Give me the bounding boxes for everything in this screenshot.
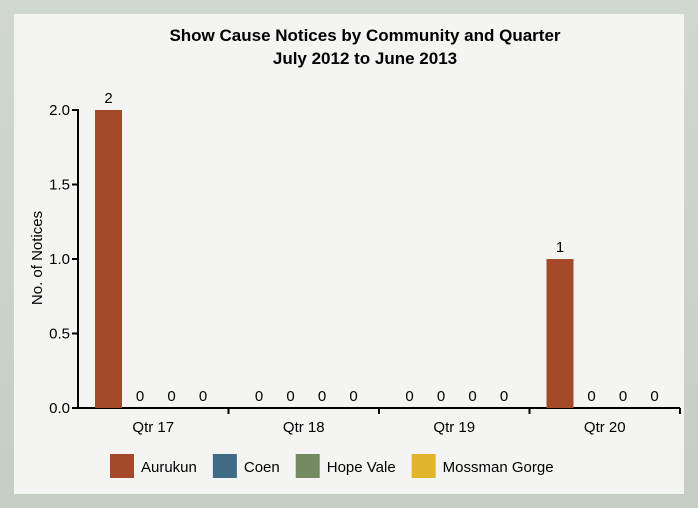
legend-swatch xyxy=(295,454,320,478)
data-label: 0 xyxy=(619,388,627,405)
legend-label: Coen xyxy=(244,459,280,476)
data-label: 0 xyxy=(587,388,595,405)
chart-title: Show Cause Notices by Community and Quar… xyxy=(169,26,560,45)
legend: Aurukun Coen Hope Vale Mossman Gorge xyxy=(110,454,554,478)
legend-swatch xyxy=(411,454,436,478)
data-label: 0 xyxy=(650,388,658,405)
legend-item: Hope Vale xyxy=(295,454,396,478)
data-label: 0 xyxy=(255,388,263,405)
legend-label: Mossman Gorge xyxy=(443,459,554,476)
data-label: 0 xyxy=(318,388,326,405)
chart-panel xyxy=(14,14,684,494)
data-label: 0 xyxy=(199,388,207,405)
data-label: 1 xyxy=(556,239,564,256)
data-label: 0 xyxy=(167,388,175,405)
bar xyxy=(95,110,122,408)
y-tick-label: 0.5 xyxy=(49,326,70,343)
x-tick-label: Qtr 19 xyxy=(433,419,475,436)
data-label: 0 xyxy=(286,388,294,405)
y-tick-label: 1.5 xyxy=(49,177,70,194)
y-tick-label: 2.0 xyxy=(49,102,70,119)
data-label: 0 xyxy=(468,388,476,405)
y-axis-label: No. of Notices xyxy=(29,211,46,305)
legend-item: Coen xyxy=(212,454,280,478)
x-tick-label: Qtr 20 xyxy=(584,419,626,436)
legend-label: Hope Vale xyxy=(327,459,396,476)
plot-area: 0.0 0.5 1.0 1.5 2.0 Qtr 17 2 0 0 0 Qtr 18 0 0 0 0 Qtr 1… xyxy=(49,90,681,436)
bar xyxy=(546,259,574,408)
y-tick-label: 1.0 xyxy=(49,251,70,268)
data-label: 0 xyxy=(500,388,508,405)
legend-label: Aurukun xyxy=(141,459,197,476)
data-label: 0 xyxy=(405,388,413,405)
x-tick-label: Qtr 17 xyxy=(132,419,174,436)
data-label: 0 xyxy=(349,388,357,405)
chart-subtitle: July 2012 to June 2013 xyxy=(273,49,457,68)
data-label: 2 xyxy=(104,90,112,107)
data-label: 0 xyxy=(437,388,445,405)
legend-swatch xyxy=(110,454,134,478)
legend-swatch xyxy=(212,454,237,478)
legend-item: Aurukun xyxy=(110,454,197,478)
legend-item: Mossman Gorge xyxy=(411,454,554,478)
x-tick-label: Qtr 18 xyxy=(283,419,325,436)
y-tick-label: 0.0 xyxy=(49,400,70,417)
data-label: 0 xyxy=(136,388,144,405)
